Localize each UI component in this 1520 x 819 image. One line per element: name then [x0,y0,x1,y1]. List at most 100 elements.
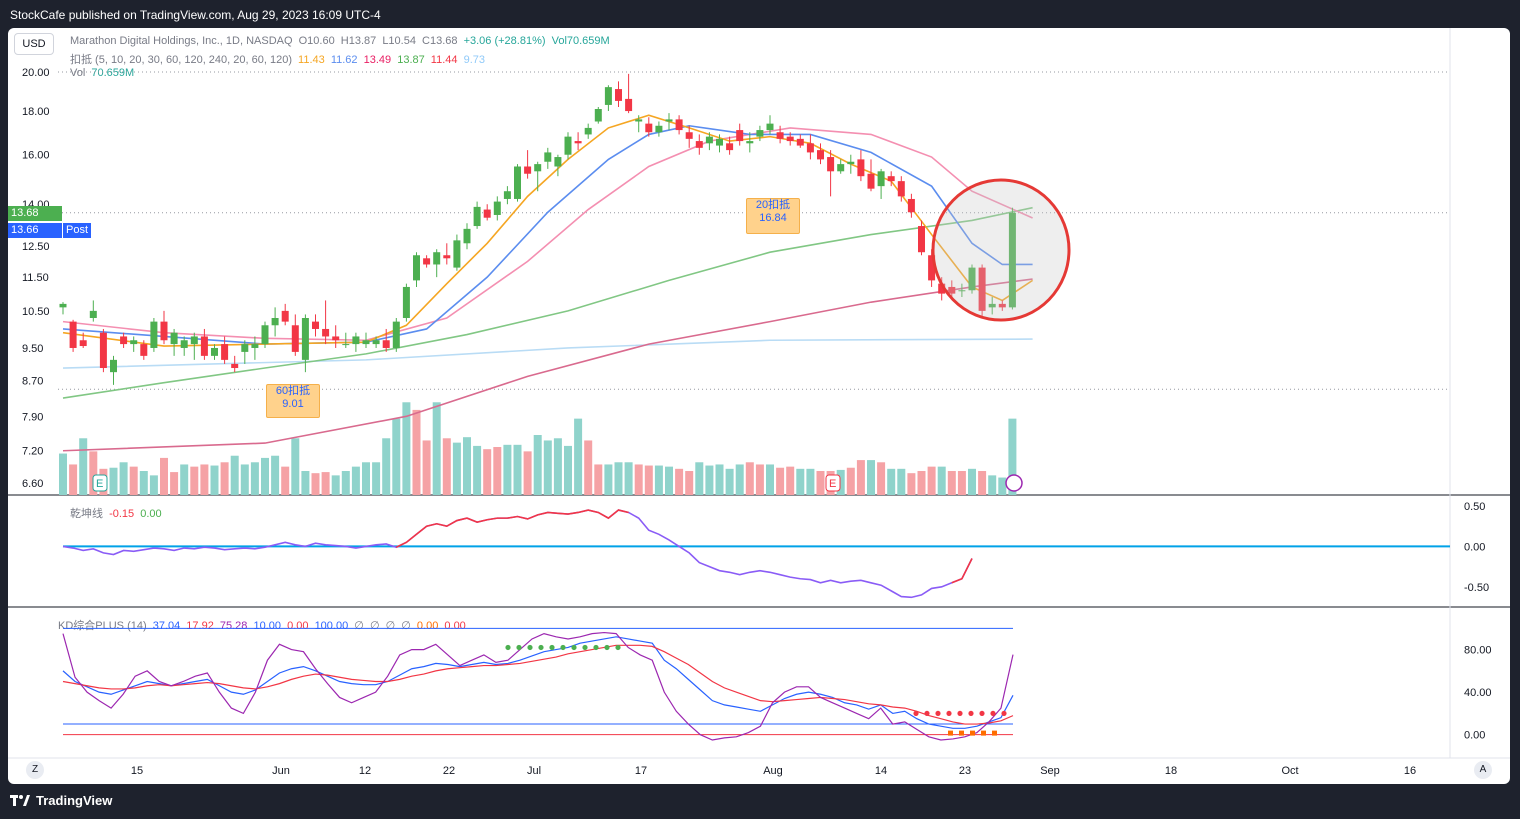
zoom-reset-button[interactable]: Z [26,761,44,779]
volume-bar [119,462,128,495]
volume-bar [998,477,1007,495]
volume-bar [59,453,67,495]
volume-bar [806,468,815,495]
kd-signal-dot [935,710,941,717]
candle-body [867,173,875,189]
volume-bar [170,472,179,495]
volume-bar [412,409,421,495]
kd-value-8: ∅ [369,620,380,632]
volume-bar [745,462,754,495]
price-tick-2: 16.00 [22,150,50,162]
volume-bar [644,465,653,495]
ma-value-2: 11.62 [330,54,358,66]
volume-bar [382,438,391,495]
candle-body [988,303,996,308]
kd-value-7: ∅ [354,620,364,632]
kd-legend: KD综合PLUS (14) 37.04 17.92 75.28 10.00 0.… [58,617,469,633]
candle-body [231,363,239,369]
time-tick-0: 15 [131,765,143,777]
kd-signal-dot [549,644,555,651]
chart-canvas[interactable]: 20.0018.0016.0014.0012.5011.5010.509.508… [8,28,1510,784]
volume-bar [422,440,431,495]
ma5-line [62,114,1034,347]
auto-scale-button[interactable]: A [1474,761,1492,779]
chart-frame[interactable]: USD Marathon Digital Holdings, Inc., 1D,… [8,28,1510,784]
time-tick-3: 22 [443,765,455,777]
candle-body [130,340,138,345]
ohlc-close: C13.68 [422,35,458,47]
candle-body [534,164,542,172]
candle-body [907,198,915,213]
kd-signal-square [970,730,975,736]
candle-body [352,336,360,345]
kd-signal-dot [538,644,544,651]
candle-body [655,125,663,133]
vol-value: 70.659M [91,67,135,79]
candle-body [998,303,1006,308]
volume-bar [584,440,593,495]
candle-body [483,209,491,218]
volume-bar [493,447,502,495]
brand-label: TradingView [36,793,113,808]
candle-body [928,255,936,281]
candle-body [817,150,824,160]
time-tick-6: Aug [763,765,783,777]
kd-value-6: 100.00 [314,620,349,632]
kd-signal-dot [1001,710,1007,717]
candle-body [433,252,441,265]
candle-body [918,226,925,253]
candle-body [766,123,774,131]
candle-body [756,130,764,137]
candle-body [887,176,895,182]
volume-bar [543,440,552,495]
volume-bar [947,471,956,495]
volume-bar [796,468,805,495]
volume-bar [937,466,946,495]
ohlc-low: L10.54 [382,35,416,47]
candle-body [685,132,693,139]
candle-body [271,318,279,326]
candle-body [200,336,208,356]
volume-bar [89,451,98,495]
ma120-line [62,278,1033,452]
ohlc-volume: Vol70.659M [551,35,610,47]
currency-button[interactable]: USD [14,33,54,55]
volume-bar [523,451,532,495]
ma-value-6: 9.73 [463,54,485,66]
candle-body [604,87,612,105]
volume-bar [250,462,259,495]
candle-body [726,143,734,151]
tradingview-logo[interactable]: TradingView [10,793,112,808]
candle-body [796,138,804,146]
callout-20-title: 20扣抵 [755,199,791,211]
volume-bar [210,465,219,495]
volume-bar [513,444,522,495]
volume-bar [321,472,330,495]
volume-bar [887,468,896,495]
osc-value-1: -0.15 [109,508,135,520]
volume-bar [574,418,583,495]
price-tick-10: 7.20 [22,446,43,458]
callout-60: 60扣抵 9.01 [266,384,320,418]
time-tick-12: 16 [1404,765,1416,777]
osc-value-2: 0.00 [140,508,162,520]
volume-bar [594,464,603,495]
highlight-circle [931,178,1071,322]
volume-bar [220,462,229,495]
volume-bar [725,468,734,495]
candle-body [453,240,461,268]
candle-body [827,157,835,172]
kd-d-line [62,644,1014,725]
candle-body [645,123,653,133]
volume-bar [675,468,684,495]
price-tick-5: 11.50 [22,272,49,284]
candle-body [59,303,67,308]
volume-bar [614,462,623,495]
kd-value-11: 0.00 [416,620,439,632]
kd-value-3: 75.28 [219,620,248,632]
candle-body [291,325,299,352]
candle-body [837,164,845,172]
candle-body [493,201,501,215]
vol-legend: Vol 70.659M [70,67,137,79]
last-price-label: 13.68 [8,206,62,221]
